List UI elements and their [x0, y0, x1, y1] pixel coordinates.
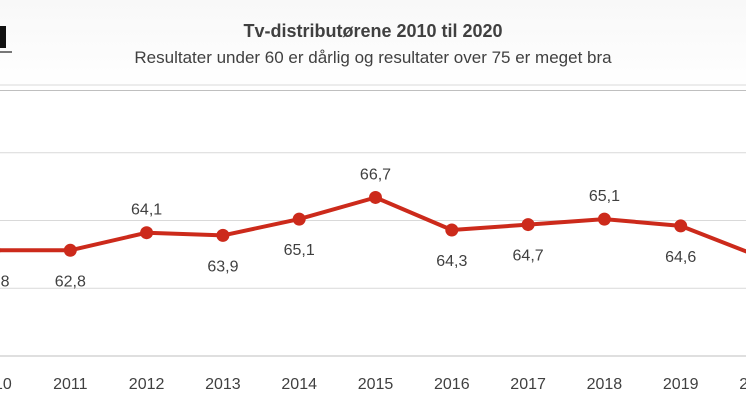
data-label: 64,6: [665, 249, 696, 266]
x-tick-label: 2019: [663, 376, 699, 393]
x-tick-label: 2015: [358, 376, 394, 393]
x-tick-label: 2013: [205, 376, 241, 393]
data-label: 63,9: [207, 258, 238, 275]
x-tick-label: 2016: [434, 376, 470, 393]
data-labels: 62,8 62,8 64,1 63,9 65,1 66,7 64,3 64,7 65,1 64,6: [0, 166, 696, 290]
data-label: 64,3: [436, 253, 467, 270]
gridlines: [0, 84, 746, 289]
x-tick-label: 2014: [281, 376, 317, 393]
x-tick-label: 2017: [510, 376, 546, 393]
x-tick-label: 2020: [739, 376, 746, 393]
data-point: [63, 243, 77, 257]
chart-subtitle: Resultater under 60 er dårlig og resulta…: [134, 48, 612, 67]
data-point: [369, 190, 382, 204]
data-label: 65,1: [284, 242, 315, 259]
data-label: 64,7: [513, 248, 544, 265]
data-point: [140, 226, 154, 240]
chart-title: Tv-distributørene 2010 til 2020: [243, 21, 503, 41]
x-tick-label: 2010: [0, 376, 12, 393]
data-point: [216, 228, 230, 242]
series-line: [0, 195, 746, 254]
brand-logo-icon: [0, 22, 12, 53]
data-point: [521, 218, 535, 232]
data-label: 62,8: [0, 273, 10, 290]
data-label: 62,8: [55, 273, 86, 290]
data-point: [0, 247, 1, 253]
x-tick-label: 2018: [587, 376, 623, 393]
x-tick-label: 2012: [129, 376, 165, 393]
chart-header-band: [0, 0, 746, 91]
x-tick-label: 2011: [53, 376, 88, 393]
data-point: [674, 219, 688, 233]
data-point: [597, 212, 611, 226]
data-point: [292, 212, 306, 226]
data-point: [445, 223, 459, 237]
x-tick-labels: 2010 2011 2012 2013 2014 2015 2016 2017 2018 2019…: [0, 376, 746, 393]
data-label: 64,1: [131, 202, 162, 219]
data-label: 65,1: [589, 188, 620, 205]
data-points: [0, 190, 688, 257]
data-label: 66,7: [360, 166, 391, 183]
